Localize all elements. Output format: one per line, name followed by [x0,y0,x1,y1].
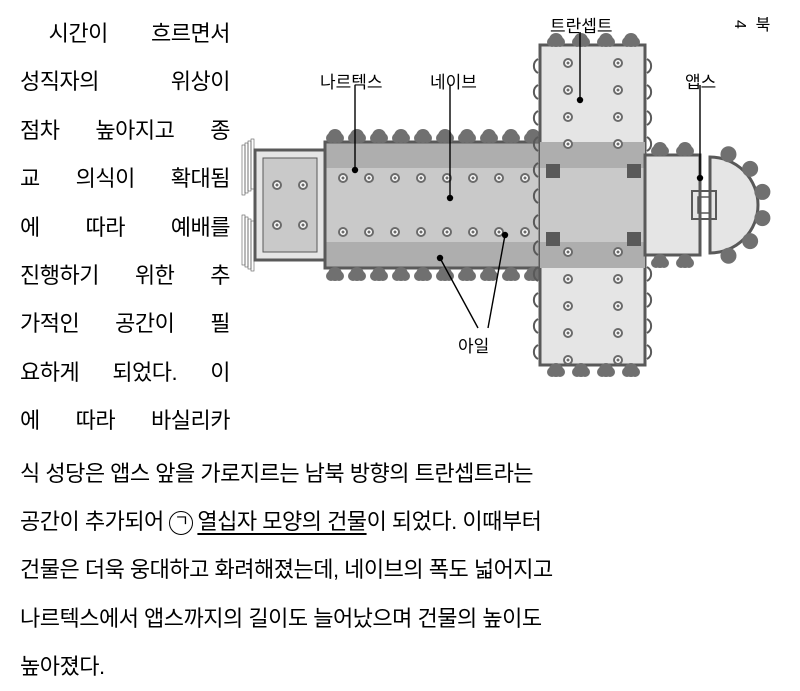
para-line: 요하게 되었다. 이 [20,349,230,397]
north-indicator: 북 4 [730,16,772,32]
page-content: 시간이 흐르면서 성직자의 위상이 점차 높아지고 종 교 의식이 확대됨 에 … [20,10,780,691]
annotation-mark: ㄱ [169,511,193,535]
para-line: 진행하기 위한 추 [20,252,230,300]
para-line: 시간이 흐르면서 [20,10,230,58]
label-aisle: 아일 [458,332,489,357]
para-line: 에 따라 바실리카 [20,397,230,445]
north-arrow: 4 [731,20,748,29]
label-apse: 앱스 [685,68,716,93]
para-line: 교 의식이 확대됨 [20,155,230,203]
floorplan-diagram: 나르텍스 네이브 트란셉트 앱스 아일 북 4 [240,10,780,390]
label-transept: 트란셉트 [550,12,613,37]
label-narthex: 나르텍스 [320,68,383,93]
para-line: 에 따라 예배를 [20,204,230,252]
para-line: 성직자의 위상이 [20,58,230,106]
text-span: 이 되었다. 이때부터 [367,509,542,534]
label-nave: 네이브 [430,68,477,93]
text-narrow-column: 시간이 흐르면서 성직자의 위상이 점차 높아지고 종 교 의식이 확대됨 에 … [20,10,230,446]
para-line: 점차 높아지고 종 [20,107,230,155]
para-line: 식 성당은 앱스 앞을 가로지르는 남북 방향의 트란셉트라는 [20,450,780,498]
para-line: 높아졌다. [20,643,780,691]
floorplan-svg [240,10,780,390]
para-line: 가적인 공간이 필 [20,300,230,348]
text-wide-column: 식 성당은 앱스 앞을 가로지르는 남북 방향의 트란셉트라는 공간이 추가되어… [20,446,780,691]
para-line-with-annotation: 공간이 추가되어 ㄱ열십자 모양의 건물이 되었다. 이때부터 [20,498,780,546]
para-line: 나르텍스에서 앱스까지의 길이도 늘어났으며 건물의 높이도 [20,595,780,643]
north-char: 북 [752,16,769,32]
para-line: 건물은 더욱 웅대하고 화려해졌는데, 네이브의 폭도 넓어지고 [20,546,780,594]
text-span: 공간이 추가되어 [20,509,169,534]
underlined-phrase: 열십자 모양의 건물 [197,509,366,534]
